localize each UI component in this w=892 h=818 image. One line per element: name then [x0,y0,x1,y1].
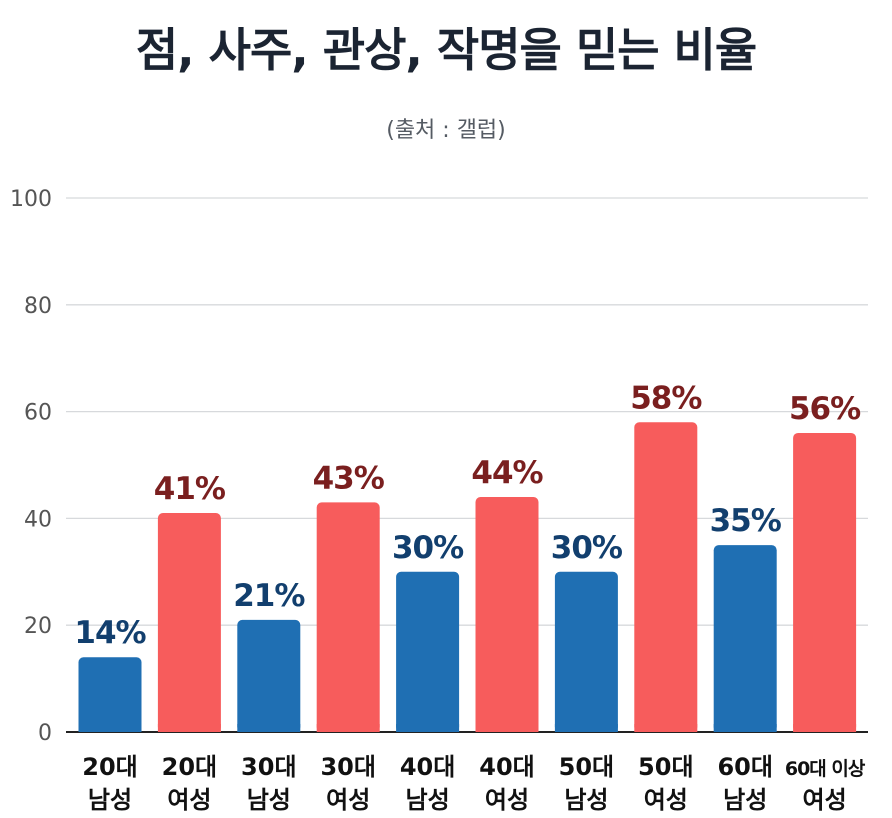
bar-base [793,724,857,732]
x-tick-label-age: 60대 이상 [785,758,866,780]
x-tick-label-age: 60대 [717,753,772,781]
data-label: 44% [471,455,543,491]
data-label: 30% [551,530,623,566]
bar-base [237,724,301,732]
bar [396,571,460,732]
data-label: 58% [630,380,702,416]
x-tick-label-age: 20대 [162,753,217,781]
bar [793,432,857,732]
x-tick-label-gender: 여성 [803,786,847,814]
data-label: 35% [710,503,782,539]
y-tick-label: 60 [24,401,52,426]
y-tick-label: 100 [10,187,52,212]
bar-base [475,724,539,732]
y-tick-label: 0 [38,721,52,746]
x-tick-label-gender: 남성 [247,786,291,814]
bar [78,657,142,732]
x-tick-label-gender: 여성 [485,786,529,814]
bar-base [316,724,380,732]
bar [634,422,698,732]
y-tick-label: 20 [24,614,52,639]
x-tick-label-gender: 남성 [723,786,767,814]
data-label: 56% [789,391,861,427]
data-label: 14% [74,615,146,651]
x-tick-label-gender: 여성 [167,786,211,814]
x-tick-label-age: 50대 [559,753,614,781]
y-tick-label: 80 [24,294,52,319]
chart-title: 점, 사주, 관상, 작명을 믿는 비율 [135,23,757,77]
bar [713,545,777,732]
bar-base [396,724,460,732]
data-label: 21% [233,578,305,614]
bar-base [157,724,221,732]
data-label: 43% [313,460,385,496]
bar [475,497,539,732]
x-tick-label-age: 50대 [638,753,693,781]
bar-base [634,724,698,732]
data-label: 30% [392,530,464,566]
chart-subtitle: (출처 : 갤럽) [386,118,506,143]
x-tick-label-age: 40대 [400,753,455,781]
bar [316,502,380,732]
bar [554,571,618,732]
bar-base [554,724,618,732]
x-tick-label-gender: 남성 [564,786,608,814]
bar [157,513,221,732]
bar-base [713,724,777,732]
x-tick-label-age: 40대 [479,753,534,781]
x-tick-label-age: 20대 [82,753,137,781]
bar [237,619,301,732]
x-tick-label-gender: 남성 [88,786,132,814]
x-tick-label-gender: 남성 [406,786,450,814]
x-tick-label-age: 30대 [241,753,296,781]
x-tick-label-gender: 여성 [644,786,688,814]
y-tick-label: 40 [24,507,52,532]
data-label: 41% [154,471,226,507]
x-tick-label-age: 30대 [320,753,375,781]
bar-base [78,724,142,732]
x-tick-label-gender: 여성 [326,786,370,814]
